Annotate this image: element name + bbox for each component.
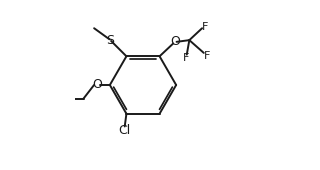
Text: O: O bbox=[92, 79, 102, 91]
Text: Cl: Cl bbox=[119, 124, 131, 137]
Text: F: F bbox=[202, 22, 208, 32]
Text: O: O bbox=[170, 35, 180, 48]
Text: F: F bbox=[183, 53, 189, 63]
Text: S: S bbox=[106, 34, 114, 47]
Text: F: F bbox=[204, 51, 210, 61]
